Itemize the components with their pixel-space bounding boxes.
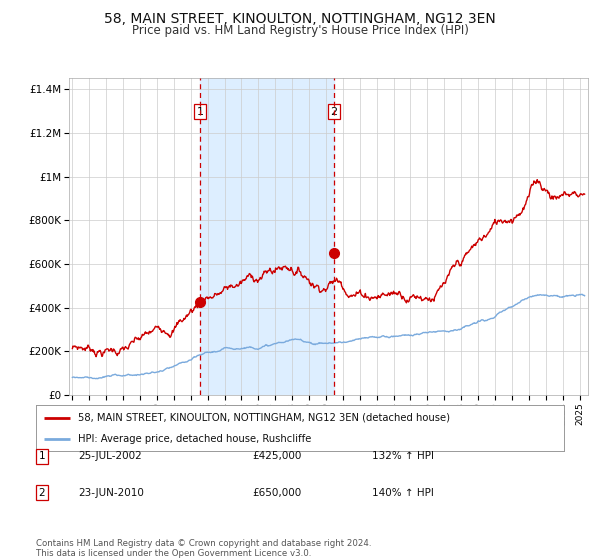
Text: 25-JUL-2002: 25-JUL-2002 — [78, 451, 142, 461]
Text: HPI: Average price, detached house, Rushcliffe: HPI: Average price, detached house, Rush… — [78, 434, 311, 444]
Text: 1: 1 — [38, 451, 46, 461]
Text: 1: 1 — [197, 106, 203, 116]
Text: 140% ↑ HPI: 140% ↑ HPI — [372, 488, 434, 498]
Text: 2: 2 — [331, 106, 338, 116]
Text: £425,000: £425,000 — [252, 451, 301, 461]
Text: 2: 2 — [38, 488, 46, 498]
Text: 23-JUN-2010: 23-JUN-2010 — [78, 488, 144, 498]
Bar — [200, 78, 334, 395]
Text: 58, MAIN STREET, KINOULTON, NOTTINGHAM, NG12 3EN (detached house): 58, MAIN STREET, KINOULTON, NOTTINGHAM, … — [78, 413, 450, 423]
Text: 132% ↑ HPI: 132% ↑ HPI — [372, 451, 434, 461]
Text: 58, MAIN STREET, KINOULTON, NOTTINGHAM, NG12 3EN: 58, MAIN STREET, KINOULTON, NOTTINGHAM, … — [104, 12, 496, 26]
Text: Price paid vs. HM Land Registry's House Price Index (HPI): Price paid vs. HM Land Registry's House … — [131, 24, 469, 37]
Text: £650,000: £650,000 — [252, 488, 301, 498]
Text: Contains HM Land Registry data © Crown copyright and database right 2024.
This d: Contains HM Land Registry data © Crown c… — [36, 539, 371, 558]
